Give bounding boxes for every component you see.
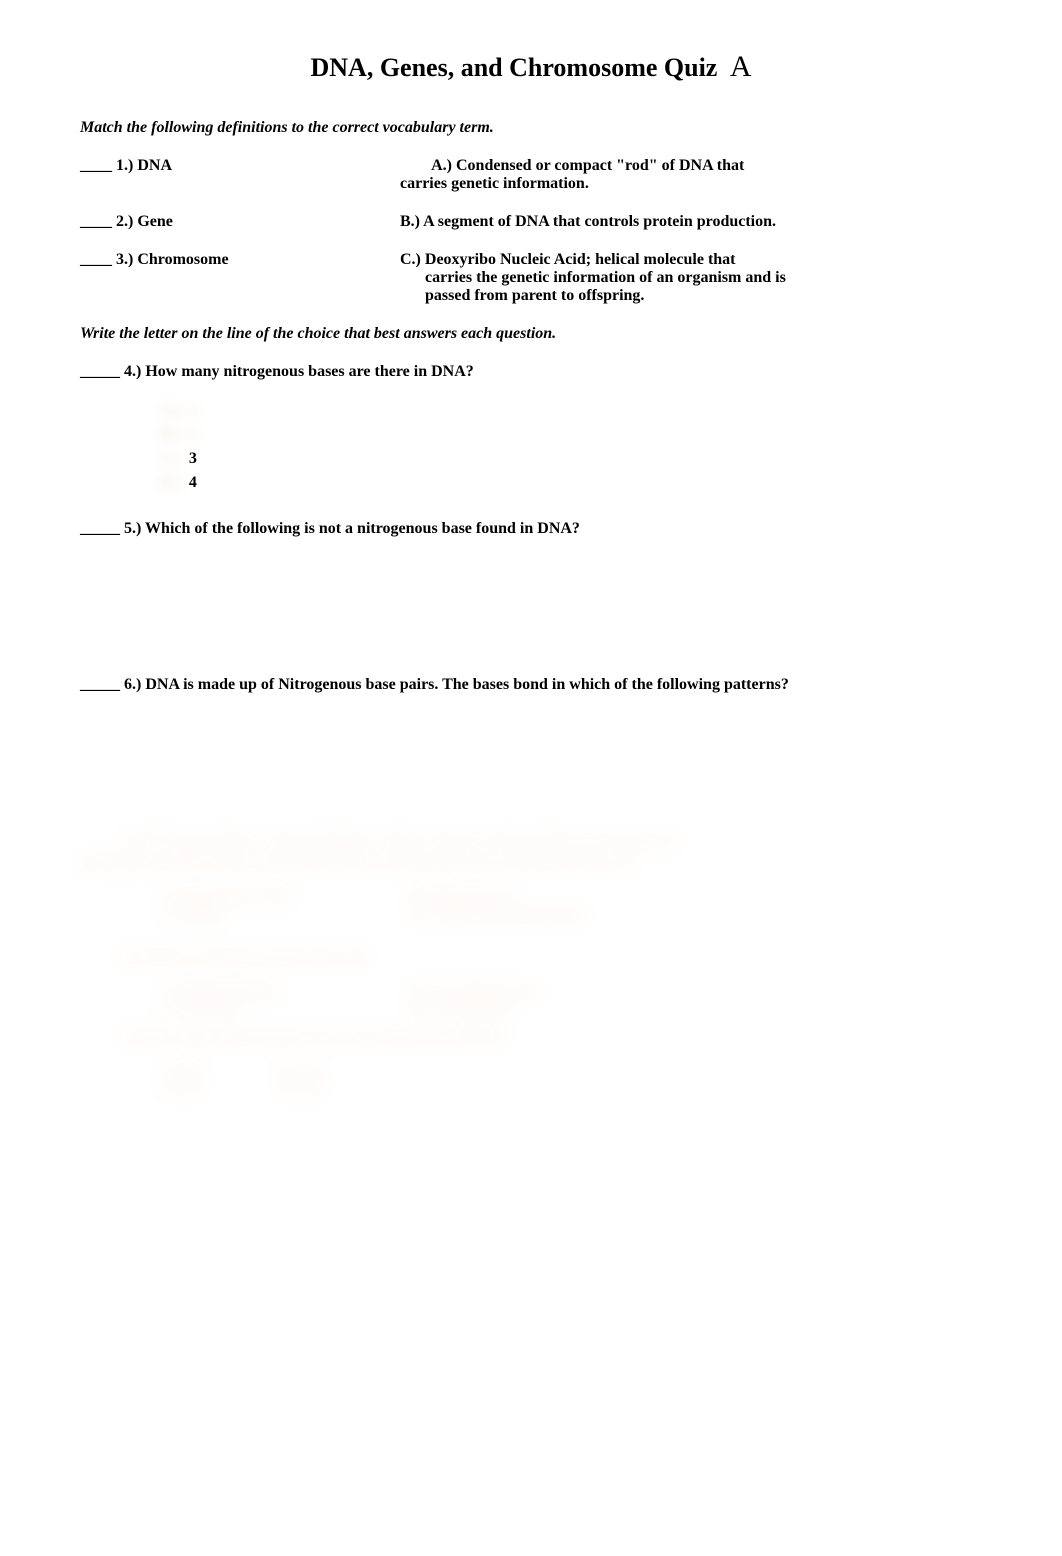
match-item-3: ____ 3.) Chromosome C.) Deoxyribo Nuclei… [80, 251, 982, 305]
q8-choice-c: C.) Nucleus [160, 1001, 410, 1019]
match-item-2: ____ 2.) Gene B.) A segment of DNA that … [80, 213, 982, 231]
question-6: _____ 6.) DNA is made up of Nitrogenous … [80, 676, 982, 694]
match-left-3: ____ 3.) Chromosome [80, 251, 390, 305]
match-left-1: ____ 1.) DNA [80, 157, 390, 193]
q7-choice-d: D.) Sugar and Phosphates [410, 906, 587, 924]
q4-text: _____ 4.) How many nitrogenous bases are… [80, 363, 982, 381]
question-4: _____ 4.) How many nitrogenous bases are… [80, 363, 982, 381]
match-item-1: ____ 1.) DNA A.) Condensed or compact "r… [80, 157, 982, 193]
question-5: _____ 5.) Which of the following is not … [80, 520, 982, 538]
q4-choice-a: A.) 1 [160, 399, 982, 423]
match-right-2: B.) A segment of DNA that controls prote… [390, 213, 982, 231]
q8-choice-b: B.) Cell Membrane [410, 983, 541, 1001]
title-letter: A [730, 50, 752, 83]
quiz-title: DNA, Genes, and Chromosome Quiz A [80, 50, 982, 84]
q7-line1: 7.) DNA looks like a "twisted ladder". I… [120, 832, 678, 849]
title-main: DNA, Genes, and Chromosome Quiz [310, 53, 717, 82]
q6-text: _____ 6.) DNA is made up of Nitrogenous … [80, 676, 982, 694]
q9-choice-c: C.) 92 [160, 1081, 280, 1099]
blurred-section: 7.) DNA looks like a "twisted ladder". I… [80, 832, 982, 1099]
q7-choice-b: B.) Phosphates [410, 888, 511, 906]
q4-choice-c: C.) 3 [160, 447, 982, 471]
q4-choice-b: B.) 2 [160, 423, 982, 447]
mc-instructions: Write the letter on the line of the choi… [80, 325, 982, 343]
q8-choice-a: A.) Mitochondria [160, 983, 410, 1001]
match-right-1: A.) Condensed or compact "rod" of DNA th… [390, 157, 982, 193]
q4-choice-d: D.) 4 [160, 471, 982, 495]
q9-choice-b: B.) 23 [280, 1063, 320, 1081]
q7-choice-a: A.) Sugar and Salts [160, 888, 410, 906]
match-right-3: C.) Deoxyribo Nucleic Acid; helical mole… [390, 251, 982, 305]
q9-choice-d: D.) 48 [280, 1081, 321, 1099]
match-instructions: Match the following definitions to the c… [80, 119, 982, 137]
match-left-2: ____ 2.) Gene [80, 213, 390, 231]
q9-text: 9.) How many chromosomes do we get from … [120, 1029, 982, 1047]
q4-choices: A.) 1 B.) 2 C.) 3 D.) 4 [160, 399, 982, 495]
q5-text: _____ 5.) Which of the following is not … [80, 520, 982, 538]
q7-choice-c: C.) Sugar [160, 906, 410, 924]
q7-line2: nitrogenous bases, what are the hand rai… [80, 854, 635, 871]
q8-text: 8.) Where is DNA located in the cell? [120, 949, 982, 967]
q9-choice-a: A.) 46 [160, 1063, 280, 1081]
q8-choice-d: D.) Cytoplasm [410, 1001, 509, 1019]
